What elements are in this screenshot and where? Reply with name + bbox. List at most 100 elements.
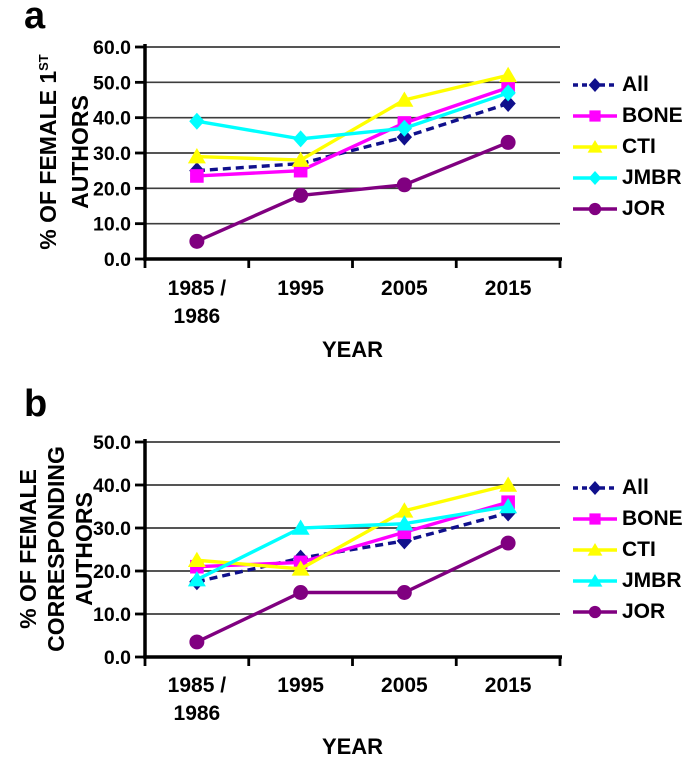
- data-point-jmbr-1: [291, 519, 310, 535]
- data-point-jor-0: [189, 233, 205, 249]
- data-point-jmbr-3: [500, 84, 516, 102]
- data-point-jmbr-2: [395, 515, 414, 531]
- panel-a-legend: All BONE CTI JMBR JOR: [572, 69, 683, 224]
- data-point-cti-3: [499, 66, 518, 83]
- y-tick-label: 40.0: [93, 475, 131, 497]
- legend-item-jor: JOR: [572, 596, 683, 627]
- diamond-marker: [588, 480, 602, 495]
- legend-label-jor: JOR: [622, 196, 666, 220]
- x-tick-label: 1985 /: [168, 277, 227, 300]
- data-point-jor-2: [396, 585, 412, 600]
- diamond-marker: [588, 77, 602, 92]
- diamond-legend-glyph: [573, 77, 617, 92]
- x-tick-label: 1995: [277, 277, 324, 300]
- data-point-jmbr-2: [396, 119, 413, 137]
- y-tick-label: 40.0: [93, 108, 131, 130]
- circle-marker: [588, 605, 602, 618]
- data-point-jor-1: [293, 187, 309, 203]
- cti-series-marker-icon: [572, 538, 618, 562]
- series-line-jor: [196, 541, 509, 644]
- legend-item-jmbr: JMBR: [572, 162, 683, 193]
- legend-label-jmbr: JMBR: [622, 568, 682, 592]
- data-point-bone-1: [293, 163, 308, 178]
- x-tick-label: 2015: [485, 277, 532, 300]
- data-point-cti-3: [499, 476, 518, 492]
- y-tick-label: 10.0: [93, 604, 131, 626]
- all-series-marker-icon: [572, 73, 618, 97]
- x-tick-label: 2005: [381, 674, 428, 697]
- data-point-jmbr-0: [189, 112, 205, 130]
- axes: [135, 44, 562, 268]
- series-line-jmbr: [196, 91, 509, 141]
- data-point-cti-0: [187, 551, 206, 568]
- y-tick-label: 30.0: [93, 143, 131, 165]
- data-point-jor-2: [396, 177, 412, 193]
- legend-item-bone: BONE: [572, 503, 683, 534]
- triangle-marker: [587, 573, 603, 587]
- series-line-bone: [196, 86, 509, 178]
- data-point-cti-2: [395, 91, 414, 107]
- series-cti: [187, 66, 518, 167]
- panel-b: b % OF FEMALE CORRESPONDING AUTHORS 0.0 1…: [0, 380, 685, 763]
- legend-label-all: All: [622, 475, 649, 499]
- series-jor: [189, 535, 516, 650]
- diamond-marker: [588, 170, 602, 185]
- data-point-jmbr-1: [292, 130, 309, 148]
- jor-series-marker-icon: [572, 600, 618, 624]
- cti-series-marker-icon: [572, 135, 618, 159]
- legend-label-cti: CTI: [622, 134, 656, 158]
- triangle-marker: [587, 139, 603, 153]
- x-tick-label: 1995: [277, 674, 324, 697]
- legend-label-jor: JOR: [622, 599, 666, 623]
- panel-a-chart: 0.0 10.0 20.0 30.0 40.0 50.0 60.0 1985 / 1986 199…: [93, 37, 562, 362]
- jor-series-marker-icon: [572, 197, 618, 221]
- axes: [135, 439, 562, 666]
- x-axis-title: YEAR: [322, 337, 383, 362]
- circle-legend-glyph: [573, 605, 617, 618]
- legend-item-all: All: [572, 69, 683, 100]
- diamond-legend-glyph: [573, 480, 617, 495]
- series-cti: [187, 476, 518, 576]
- square-marker: [589, 512, 601, 525]
- axis-labels: 0.0 10.0 20.0 30.0 40.0 50.0 60.0 1985 / 1986 199…: [93, 37, 532, 362]
- legend-label-bone: BONE: [622, 103, 683, 127]
- x-tick-label: 2015: [485, 674, 532, 697]
- y-tick-label: 20.0: [93, 561, 131, 583]
- all-series-marker-icon: [572, 476, 618, 500]
- y-tick-label: 0.0: [104, 647, 131, 669]
- data-point-cti-2: [395, 502, 414, 518]
- square-legend-glyph: [573, 109, 617, 122]
- x-axis-title: YEAR: [322, 734, 383, 759]
- jmbr-series-marker-icon: [572, 166, 618, 190]
- series-line-all: [196, 101, 509, 173]
- bone-series-marker-icon: [572, 507, 618, 531]
- data-point-bone-0: [190, 169, 204, 183]
- triangle-legend-glyph: [573, 573, 617, 587]
- legend-label-all: All: [622, 72, 649, 96]
- panel-b-letter: b: [24, 383, 48, 425]
- x-tick-label: 1986: [174, 305, 221, 328]
- series-line-jmbr: [196, 504, 509, 582]
- data-point-jor-1: [293, 585, 309, 600]
- series-line-cti: [196, 483, 509, 571]
- y-tick-label: 20.0: [93, 178, 131, 200]
- series-jor: [189, 134, 516, 249]
- data-point-jmbr-3: [499, 498, 518, 514]
- series-jmbr: [187, 498, 518, 587]
- triangle-legend-glyph: [573, 139, 617, 153]
- data-point-cti-1: [291, 560, 310, 576]
- circle-legend-glyph: [573, 202, 617, 215]
- legend-label-jmbr: JMBR: [622, 165, 682, 189]
- data-point-all-2: [396, 128, 413, 146]
- diamond-legend-glyph: [573, 170, 617, 185]
- panel-a: a % OF FEMALE 1ST AUTHORS 0.0 10.0 20.0 30.…: [0, 0, 685, 380]
- panel-b-legend: All BONE CTI JMBR JOR: [572, 472, 683, 627]
- gridlines: [145, 46, 560, 225]
- series-line-cti: [196, 73, 509, 162]
- legend-item-cti: CTI: [572, 534, 683, 565]
- square-legend-glyph: [573, 512, 617, 525]
- series-line-jor: [196, 140, 509, 243]
- legend-item-jor: JOR: [572, 193, 683, 224]
- legend-item-cti: CTI: [572, 131, 683, 162]
- y-tick-label: 0.0: [104, 249, 131, 271]
